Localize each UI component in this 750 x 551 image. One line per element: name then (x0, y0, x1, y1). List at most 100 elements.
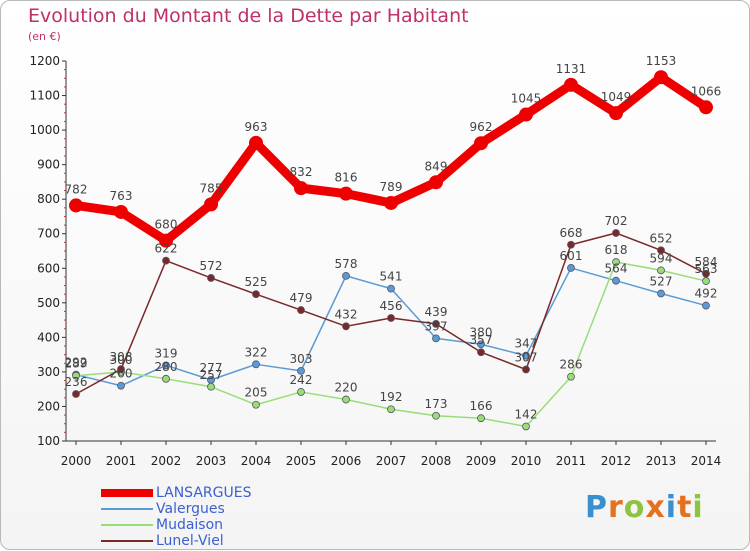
data-point (612, 258, 620, 266)
y-tick-label: 1100 (29, 89, 60, 103)
y-tick-label: 500 (37, 296, 60, 310)
y-tick-label: 400 (37, 330, 60, 344)
series-layer (69, 70, 713, 431)
proxiti-logo: Proxiti (585, 490, 704, 525)
chart-subtitle: (en €) (28, 30, 61, 43)
logo-letter: o (623, 490, 646, 525)
logo-letter: P (585, 490, 608, 525)
y-tick-label: 1200 (29, 54, 60, 68)
legend-item: LANSARGUES (101, 485, 321, 501)
chart-axes: 100 200 300 400 500 600 700 800 900 1000 1100 1200 2… (29, 54, 721, 468)
data-label: 789 (380, 180, 403, 194)
x-tick-label: 2004 (241, 454, 272, 468)
data-point (612, 229, 620, 237)
x-tick-label: 2003 (196, 454, 227, 468)
data-label: 322 (245, 345, 268, 359)
legend-label: Lunel-Viel (156, 533, 224, 549)
data-point (69, 198, 83, 213)
data-point (72, 390, 80, 398)
data-label: 439 (425, 305, 448, 319)
data-label: 205 (245, 386, 268, 400)
legend-swatch (101, 524, 153, 526)
data-point (474, 136, 488, 151)
data-point (342, 322, 350, 331)
data-point (297, 306, 305, 314)
data-point (657, 246, 665, 255)
data-label: 578 (335, 257, 358, 271)
data-label: 601 (560, 249, 583, 263)
data-label: 307 (515, 350, 538, 364)
legend-item: Lunel-Viel (101, 533, 321, 549)
data-label: 652 (650, 231, 673, 245)
y-tick-label: 900 (37, 158, 60, 172)
data-point (162, 361, 170, 370)
data-point (567, 372, 575, 381)
data-label: 300 (110, 353, 133, 367)
x-tick-label: 2013 (646, 454, 677, 468)
data-label: 308 (110, 350, 133, 364)
logo-letter: i (692, 490, 704, 525)
data-point (657, 266, 665, 275)
data-label: 260 (110, 367, 133, 381)
data-point (564, 77, 578, 92)
y-tick-label: 1000 (29, 123, 60, 137)
data-point (207, 382, 215, 391)
data-point (117, 381, 125, 390)
legend-item: Valergues (101, 501, 321, 517)
data-point (252, 360, 260, 369)
x-tick-label: 2002 (151, 454, 182, 468)
data-label: 563 (695, 262, 718, 276)
data-label: 357 (470, 333, 493, 347)
y-tick-label: 600 (37, 261, 60, 275)
legend-swatch (101, 508, 153, 510)
data-point (702, 269, 710, 278)
data-label: 303 (290, 352, 313, 366)
y-tick-label: 700 (37, 227, 60, 241)
data-point (72, 371, 80, 380)
data-point (522, 351, 530, 360)
chart-title: Evolution du Montant de la Dette par Hab… (28, 5, 469, 27)
data-point (339, 186, 353, 201)
legend-label: Mudaison (156, 517, 224, 533)
data-point (387, 284, 395, 293)
data-label: 280 (155, 360, 178, 374)
data-point (609, 106, 623, 121)
y-tick-label: 200 (37, 399, 60, 413)
data-label: 220 (335, 381, 358, 395)
data-point (387, 405, 395, 414)
x-tick-label: 2008 (421, 454, 452, 468)
x-tick-label: 2014 (691, 454, 722, 468)
data-label: 572 (200, 259, 223, 273)
x-tick-label: 2011 (556, 454, 587, 468)
data-label: 618 (605, 243, 628, 257)
data-point (297, 388, 305, 396)
data-point (612, 276, 620, 285)
data-point (387, 314, 395, 322)
data-label: 584 (695, 255, 718, 269)
data-point (702, 301, 710, 310)
data-label: 192 (380, 390, 403, 404)
y-tick-label: 300 (37, 365, 60, 379)
data-point (162, 374, 170, 383)
data-point (294, 181, 308, 196)
data-point (654, 70, 668, 85)
data-label: 492 (695, 287, 718, 301)
data-point (567, 240, 575, 249)
data-label: 347 (515, 337, 538, 351)
legend-swatch (101, 540, 153, 542)
x-tick-label: 2006 (331, 454, 362, 468)
data-label: 277 (200, 361, 223, 375)
data-label: 680 (155, 218, 178, 232)
data-label: 963 (245, 120, 268, 134)
data-point (159, 233, 173, 248)
data-point (699, 100, 713, 115)
data-label: 432 (335, 307, 358, 321)
data-label: 962 (470, 120, 493, 134)
data-label: 319 (155, 346, 178, 360)
data-label: 397 (425, 319, 448, 333)
data-label: 763 (110, 189, 133, 203)
data-label: 456 (380, 299, 403, 313)
logo-letter: t (677, 490, 693, 525)
data-label: 292 (65, 356, 88, 370)
